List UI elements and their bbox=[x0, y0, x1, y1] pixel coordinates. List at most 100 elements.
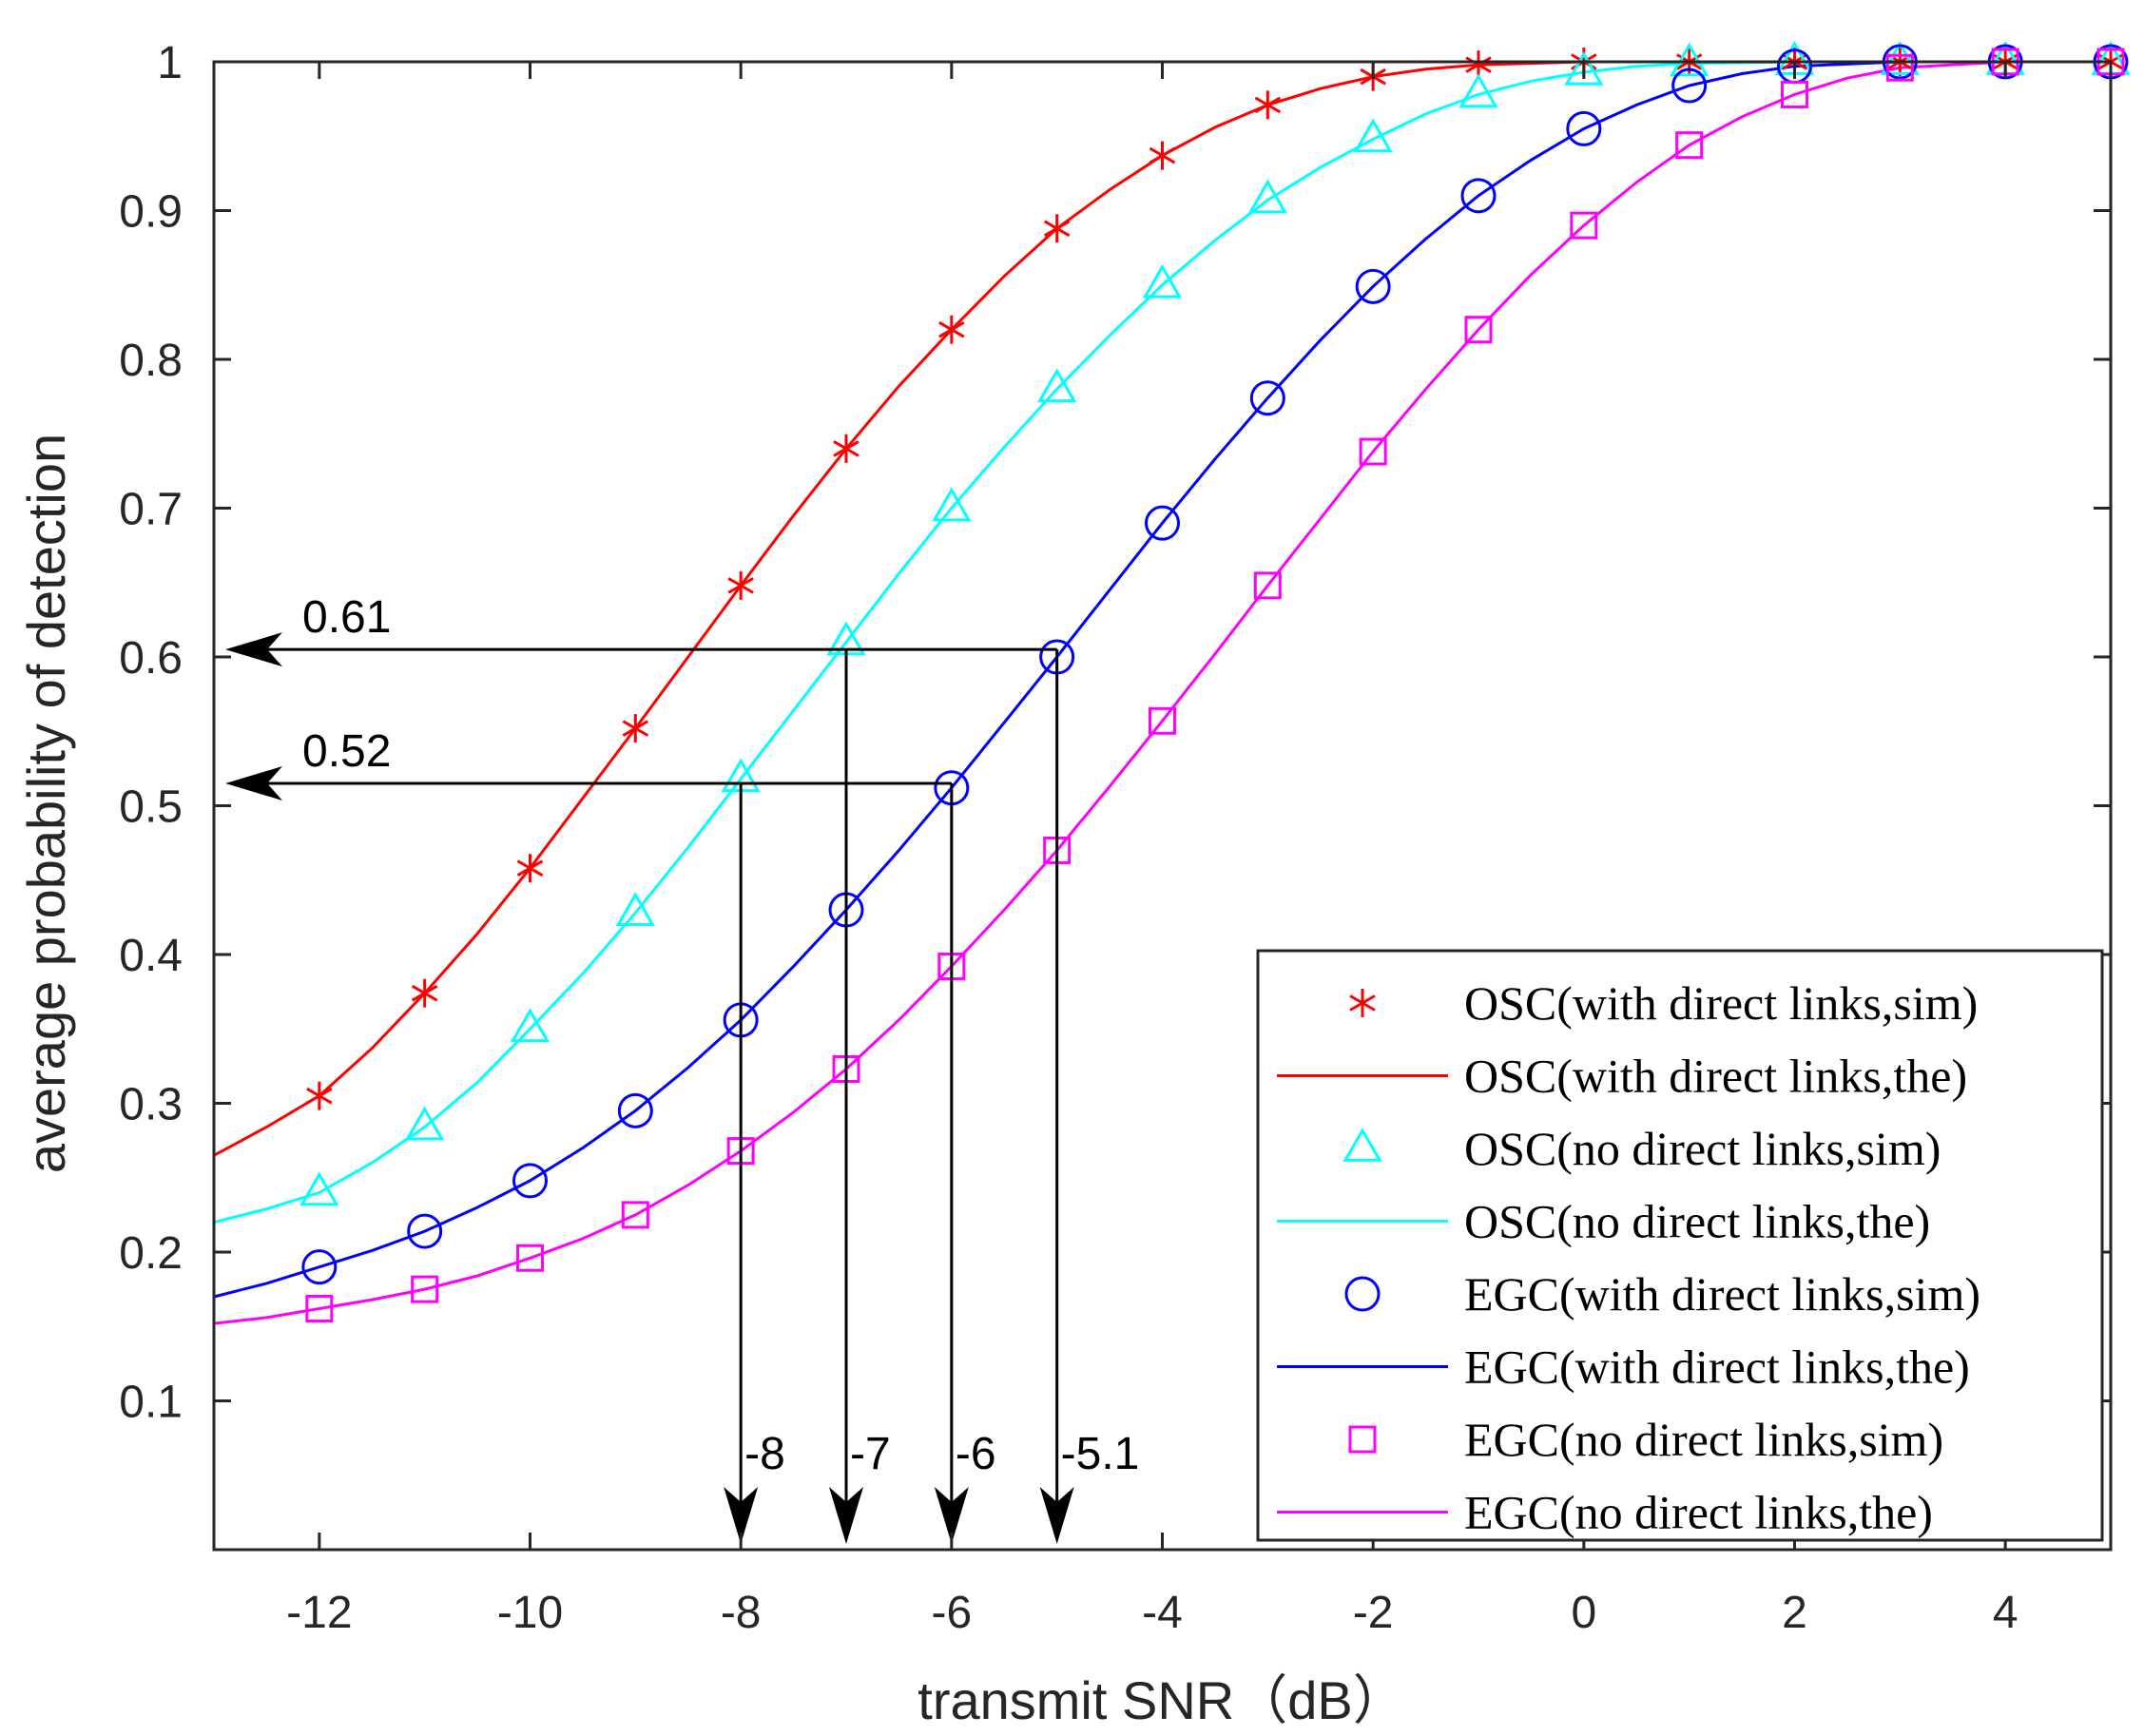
y-tick-label: 1 bbox=[157, 38, 183, 88]
series-line-egc-with-direct-links-the bbox=[213, 60, 2111, 1299]
data-point bbox=[1353, 118, 1393, 153]
x-tick-label: 4 bbox=[1993, 1588, 2018, 1638]
legend-label: OSC(no direct links,the) bbox=[1464, 1195, 1930, 1248]
data-point bbox=[617, 1092, 653, 1128]
data-point bbox=[510, 1008, 550, 1043]
data-point bbox=[1145, 505, 1180, 541]
legend-label: EGC(no direct links,the) bbox=[1464, 1486, 1933, 1539]
data-point bbox=[1885, 53, 1914, 82]
legend-marker-swatch bbox=[1349, 989, 1376, 1017]
y-tick-label: 0.7 bbox=[119, 485, 183, 535]
data-point bbox=[1249, 380, 1285, 416]
legend-label: EGC(no direct links,sim) bbox=[1464, 1413, 1943, 1466]
data-point bbox=[1254, 90, 1282, 120]
legend: OSC(with direct links,sim) OSC(with direc… bbox=[1256, 949, 2104, 1542]
legend-box bbox=[1256, 949, 2104, 1542]
data-point bbox=[516, 1244, 544, 1272]
series-line-osc-no-direct-links-the bbox=[213, 60, 2111, 1225]
data-point bbox=[407, 1213, 443, 1249]
data-point bbox=[1670, 42, 1709, 77]
legend-label: EGC(with direct links,sim) bbox=[1464, 1267, 1980, 1321]
legend-label: EGC(with direct links,the) bbox=[1464, 1341, 1970, 1394]
data-point bbox=[411, 978, 438, 1008]
data-point bbox=[301, 1249, 338, 1285]
data-point bbox=[306, 1081, 333, 1110]
data-point bbox=[1142, 263, 1183, 299]
data-point bbox=[299, 1171, 339, 1206]
y-tick-label: 0.5 bbox=[119, 782, 183, 833]
data-point bbox=[1675, 131, 1704, 160]
x-tick-label: -10 bbox=[497, 1588, 563, 1638]
arrow-head bbox=[225, 766, 282, 801]
data-point bbox=[615, 892, 655, 927]
y-tick-label: 0.2 bbox=[119, 1228, 183, 1279]
data-point bbox=[1149, 141, 1176, 170]
data-point bbox=[1566, 110, 1602, 146]
data-point bbox=[411, 1275, 439, 1303]
data-point bbox=[1458, 73, 1498, 108]
annotation-label: 0.52 bbox=[302, 726, 391, 777]
y-tick-label: 0.9 bbox=[119, 187, 183, 238]
legend-entry: EGC(with direct links,sim) bbox=[1344, 1267, 1980, 1321]
data-point bbox=[1671, 68, 1708, 104]
legend-entry: EGC(no direct links,the) bbox=[1277, 1486, 1933, 1539]
legend-entry: EGC(no direct links,sim) bbox=[1348, 1413, 1943, 1466]
data-point bbox=[1570, 211, 1598, 240]
data-point bbox=[1355, 268, 1391, 304]
legend-label: OSC(no direct links,sim) bbox=[1464, 1122, 1941, 1175]
tick-layer: -12 -10 -8 -6 -4 -2 0 2 4 0.1 0.2 0.3 0.4 0.5 0.6 0.7 0.… bbox=[119, 38, 2111, 1638]
legend-label: OSC(with direct links,sim) bbox=[1464, 976, 1978, 1030]
annotation-vertical-arrow: -5.1 bbox=[1039, 649, 1140, 1544]
annotation-label: 0.61 bbox=[302, 592, 391, 643]
annotation-label: -7 bbox=[850, 1429, 891, 1479]
data-point bbox=[1043, 214, 1071, 243]
data-point bbox=[405, 1106, 445, 1141]
legend-marker-swatch bbox=[1348, 1425, 1377, 1454]
data-point bbox=[1037, 368, 1077, 403]
data-point bbox=[1359, 437, 1387, 466]
data-point bbox=[621, 1201, 649, 1229]
y-tick-label: 0.6 bbox=[119, 633, 183, 684]
legend-entry: OSC(with direct links,sim) bbox=[1349, 976, 1978, 1030]
annotation-vertical-arrow: -8 bbox=[724, 783, 785, 1544]
data-point bbox=[516, 854, 544, 883]
y-tick-label: 0.1 bbox=[119, 1378, 183, 1428]
legend-entry: OSC(with direct links,the) bbox=[1277, 1050, 1967, 1103]
x-tick-label: -4 bbox=[1142, 1588, 1183, 1638]
series-markers-osc-no-direct-links-sim bbox=[299, 40, 2131, 1206]
data-point bbox=[1464, 316, 1493, 344]
legend-entry: OSC(no direct links,sim) bbox=[1342, 1122, 1941, 1175]
data-point bbox=[1247, 179, 1287, 214]
legend-marker-swatch bbox=[1342, 1127, 1382, 1162]
series-line-egc-no-direct-links-the bbox=[213, 60, 2111, 1325]
data-point bbox=[833, 434, 860, 463]
y-tick-label: 0.4 bbox=[119, 931, 183, 981]
y-tick-label: 0.8 bbox=[119, 336, 183, 386]
annotation-label: -5.1 bbox=[1061, 1429, 1140, 1479]
data-point bbox=[938, 315, 965, 344]
arrow-head bbox=[934, 1487, 969, 1544]
annotation-horizontal-arrow: 0.52 bbox=[225, 726, 952, 801]
data-point bbox=[622, 714, 649, 743]
data-point bbox=[727, 570, 754, 600]
legend-marker-swatch bbox=[1344, 1276, 1381, 1312]
data-point bbox=[1253, 571, 1282, 600]
annotation-vertical-arrow: -7 bbox=[829, 649, 891, 1544]
x-tick-label: -8 bbox=[721, 1588, 762, 1638]
annotation-label: -8 bbox=[744, 1429, 785, 1479]
arrow-head bbox=[1039, 1487, 1074, 1544]
x-axis-label: transmit SNR（dB） bbox=[917, 1670, 1405, 1730]
x-tick-label: -6 bbox=[931, 1588, 972, 1638]
annotation-label: -6 bbox=[956, 1429, 996, 1479]
y-axis-label: average probability of detection bbox=[16, 434, 76, 1173]
arrow-head bbox=[225, 632, 282, 667]
annotation-vertical-arrow: -6 bbox=[934, 783, 996, 1544]
series-layer bbox=[213, 40, 2131, 1325]
arrow-head bbox=[829, 1487, 863, 1544]
legend-entry: EGC(with direct links,the) bbox=[1277, 1341, 1970, 1394]
data-point bbox=[1149, 706, 1176, 735]
y-tick-label: 0.3 bbox=[119, 1080, 183, 1130]
legend-label: OSC(with direct links,the) bbox=[1464, 1050, 1967, 1103]
x-tick-label: 0 bbox=[1571, 1588, 1596, 1638]
